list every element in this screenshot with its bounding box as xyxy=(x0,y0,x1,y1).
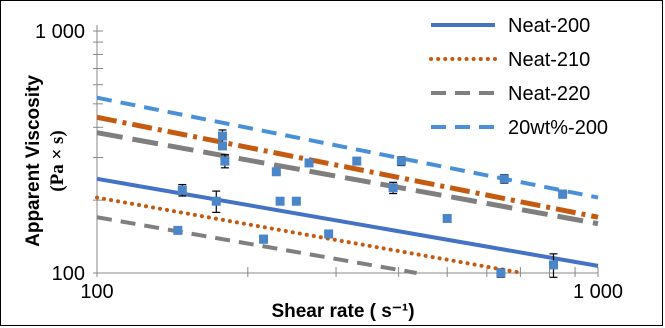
data-point xyxy=(291,196,301,206)
data-point xyxy=(220,154,230,169)
legend-item-neat-210: Neat-210 xyxy=(429,49,590,71)
data-point xyxy=(275,196,285,206)
data-point xyxy=(217,141,227,151)
point-marker xyxy=(259,234,269,244)
point-marker xyxy=(388,183,398,193)
data-point xyxy=(324,229,334,239)
legend: Neat-200 Neat-210 Neat-220 20wt%-200 xyxy=(429,15,608,139)
point-marker xyxy=(548,260,558,270)
data-point xyxy=(271,167,281,177)
data-point xyxy=(496,268,506,278)
point-marker xyxy=(177,185,187,195)
point-marker xyxy=(499,174,509,184)
x-tick-label: 1 000 xyxy=(573,281,623,303)
legend-item-neat-200: Neat-200 xyxy=(431,15,590,37)
data-points xyxy=(173,129,568,278)
series-line-neat-220 xyxy=(96,215,417,275)
series-line-neat-200 xyxy=(96,176,599,268)
point-marker xyxy=(496,268,506,278)
series-line-20wt-200 xyxy=(96,95,599,200)
y-tick-label: 1 000 xyxy=(35,21,85,43)
legend-label: 20wt%-200 xyxy=(508,117,608,139)
point-marker xyxy=(217,141,227,151)
point-marker xyxy=(217,131,227,141)
point-marker xyxy=(220,156,230,166)
data-point xyxy=(173,225,183,235)
point-marker xyxy=(352,156,362,166)
y-axis-title-line2: (Pa × s) xyxy=(47,130,68,191)
series-line-neat-210 xyxy=(95,195,525,275)
legend-label: Neat-210 xyxy=(508,49,590,71)
y-axis-title-line1: Apparent Viscosity xyxy=(23,75,44,247)
data-point xyxy=(304,158,314,168)
legend-item-20wt-200: 20wt%-200 xyxy=(431,117,608,139)
point-marker xyxy=(271,167,281,177)
data-point xyxy=(177,183,187,197)
point-marker xyxy=(558,189,568,199)
point-marker xyxy=(291,196,301,206)
data-point xyxy=(388,181,398,195)
data-point xyxy=(499,174,509,184)
x-tick-label: 100 xyxy=(80,281,113,303)
point-marker xyxy=(442,213,452,223)
data-point xyxy=(442,213,452,223)
data-point xyxy=(396,156,406,167)
series-line-unlabeled-5 xyxy=(96,130,599,227)
legend-label: Neat-200 xyxy=(508,15,590,37)
series-lines xyxy=(95,95,599,275)
data-point xyxy=(259,234,269,244)
axes xyxy=(93,25,599,277)
data-point xyxy=(548,253,558,278)
legend-item-neat-220: Neat-220 xyxy=(431,83,590,105)
point-marker xyxy=(275,196,285,206)
legend-label: Neat-220 xyxy=(508,83,590,105)
point-marker xyxy=(304,158,314,168)
y-tick-label: 100 xyxy=(52,263,85,285)
data-point xyxy=(352,156,362,166)
point-marker xyxy=(173,225,183,235)
point-marker xyxy=(324,229,334,239)
x-axis-title: Shear rate ( s⁻¹) xyxy=(271,301,414,322)
series-line-unlabeled-4 xyxy=(96,114,599,220)
point-marker xyxy=(396,156,406,166)
data-point xyxy=(558,189,568,199)
y-axis-title: Apparent Viscosity (Pa × s) xyxy=(23,75,68,247)
point-marker xyxy=(211,196,221,206)
data-point xyxy=(211,190,221,213)
